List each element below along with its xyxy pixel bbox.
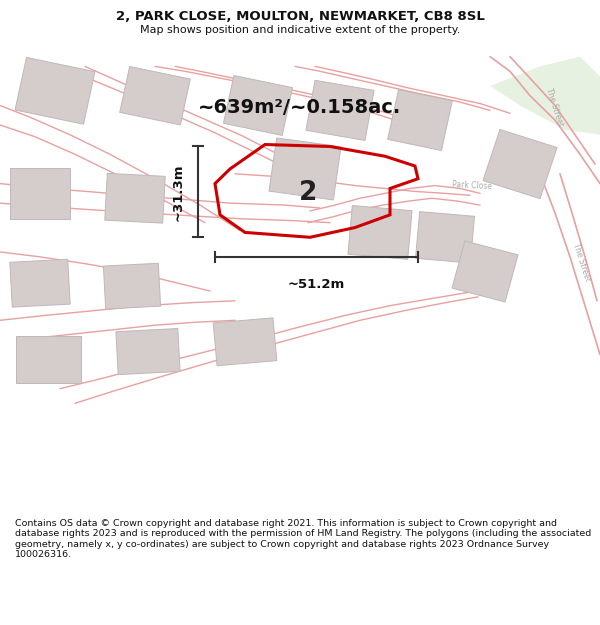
Bar	[213, 318, 277, 366]
Bar	[10, 259, 70, 307]
Bar	[416, 212, 475, 263]
Text: 2, PARK CLOSE, MOULTON, NEWMARKET, CB8 8SL: 2, PARK CLOSE, MOULTON, NEWMARKET, CB8 8…	[116, 10, 484, 23]
Bar	[223, 76, 293, 136]
Bar	[105, 173, 165, 223]
Text: Park Close: Park Close	[452, 180, 492, 191]
Bar	[483, 129, 557, 199]
Text: The Street: The Street	[572, 241, 592, 282]
Bar	[10, 168, 70, 219]
Bar	[388, 90, 452, 151]
Bar	[269, 138, 341, 200]
Text: Map shows position and indicative extent of the property.: Map shows position and indicative extent…	[140, 25, 460, 35]
Text: ~639m²/~0.158ac.: ~639m²/~0.158ac.	[199, 98, 401, 117]
Bar	[452, 241, 518, 302]
Text: ~31.3m: ~31.3m	[172, 163, 185, 221]
Bar	[348, 206, 412, 259]
Bar	[16, 336, 80, 382]
Polygon shape	[490, 57, 600, 135]
Text: 2: 2	[299, 181, 317, 206]
Bar	[116, 329, 180, 374]
Text: ~51.2m: ~51.2m	[288, 278, 345, 291]
Text: Contains OS data © Crown copyright and database right 2021. This information is : Contains OS data © Crown copyright and d…	[15, 519, 591, 559]
Bar	[15, 58, 95, 124]
Bar	[306, 80, 374, 141]
Text: The Street: The Street	[545, 87, 565, 128]
Bar	[103, 263, 161, 309]
Bar	[119, 66, 190, 125]
